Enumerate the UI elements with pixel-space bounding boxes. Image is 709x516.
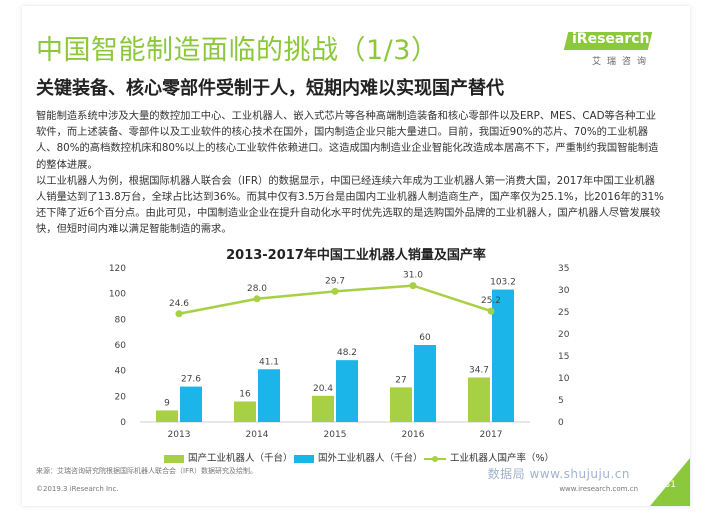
y-left-tick-label: 120 xyxy=(109,264,126,274)
bar-label-domestic: 34.7 xyxy=(469,365,489,375)
x-tick-label: 2016 xyxy=(402,430,425,440)
bar-label-domestic: 16 xyxy=(239,389,251,399)
rate-point xyxy=(487,307,495,315)
legend-label-domestic: 国产工业机器人（千台） xyxy=(188,453,293,464)
rate-label: 25.2 xyxy=(481,296,501,306)
legend-swatch-foreign xyxy=(294,454,314,463)
corner-decoration xyxy=(650,458,690,506)
bar-domestic xyxy=(312,395,334,422)
x-tick-label: 2013 xyxy=(168,430,191,440)
bar-foreign xyxy=(180,386,202,422)
bar-label-foreign: 48.2 xyxy=(337,348,357,358)
logo-subtext: 艾瑞咨询 xyxy=(592,57,653,67)
rate-label: 31.0 xyxy=(403,271,423,281)
rate-point xyxy=(331,287,339,295)
logo-text: iResearch xyxy=(572,31,650,47)
y-right-tick-label: 10 xyxy=(558,374,570,384)
legend-label-foreign: 国外工业机器人（千台） xyxy=(318,453,423,464)
y-left-tick-label: 0 xyxy=(120,418,126,428)
x-tick-label: 2015 xyxy=(324,430,347,440)
chart-title: 2013-2017年中国工业机器人销量及国产率 xyxy=(226,248,486,263)
rate-point xyxy=(253,295,261,303)
page-number: 31 xyxy=(664,480,676,490)
y-left-tick-label: 80 xyxy=(115,315,127,325)
y-right-tick-label: 35 xyxy=(558,264,569,274)
bar-foreign xyxy=(258,369,280,422)
page-title: 中国智能制造面临的挑战（1/3） xyxy=(36,35,439,66)
watermark: 数据局 www.shujuju.cn xyxy=(487,467,630,481)
slide: 中国智能制造面临的挑战（1/3） iResearch 艾瑞咨询 关键装备、核心零… xyxy=(22,6,690,506)
bar-domestic xyxy=(468,377,490,422)
rate-label: 28.0 xyxy=(247,284,267,294)
robot-sales-chart: 0 20 40 60 80 100 120 0 5 10 15 20 25 30 35 2013 9 27.6 20… xyxy=(109,264,570,440)
bar-label-domestic: 9 xyxy=(164,398,170,408)
bar-domestic xyxy=(390,387,412,422)
bar-domestic xyxy=(156,410,178,422)
bar-domestic xyxy=(234,401,256,422)
y-left-tick-label: 20 xyxy=(115,392,127,402)
bar-label-foreign: 103.2 xyxy=(490,278,516,288)
legend-swatch-domestic xyxy=(164,454,184,463)
y-right-tick-label: 15 xyxy=(558,352,569,362)
page-subtitle: 关键装备、核心零部件受制于人，短期内难以实现国产替代 xyxy=(36,78,504,99)
y-right-tick-label: 0 xyxy=(558,418,564,428)
rate-point xyxy=(409,282,417,290)
x-tick-label: 2017 xyxy=(480,430,503,440)
legend-item-foreign: 国外工业机器人（千台） xyxy=(294,450,423,464)
y-right-tick-label: 30 xyxy=(558,286,570,296)
y-left-tick-label: 60 xyxy=(115,341,127,351)
bar-label-domestic: 20.4 xyxy=(313,384,333,394)
body-paragraph-2: 以工业机器人为例，根据国际机器人联合会（IFR）的数据显示，中国已经连续六年成为… xyxy=(36,174,664,236)
rate-label: 24.6 xyxy=(169,299,189,309)
bar-label-domestic: 27 xyxy=(395,375,406,385)
rate-label: 29.7 xyxy=(325,276,345,286)
iresearch-logo: iResearch 艾瑞咨询 xyxy=(563,28,654,67)
bar-label-foreign: 41.1 xyxy=(259,357,279,367)
legend-swatch-rate xyxy=(424,455,446,463)
bar-foreign xyxy=(492,289,514,422)
copyright: ©2019.3 iResearch Inc. xyxy=(36,485,119,493)
body-paragraph-1: 智能制造系统中涉及大量的数控加工中心、工业机器人、嵌入式芯片等各种高端制造装备和… xyxy=(36,110,659,171)
y-right-tick-label: 5 xyxy=(558,396,564,406)
legend-label-rate: 工业机器人国产率（%） xyxy=(450,453,555,464)
y-left-tick-label: 40 xyxy=(115,367,127,377)
website: www.iresearch.com.cn xyxy=(559,485,638,493)
body-text: 智能制造系统中涉及大量的数控加工中心、工业机器人、嵌入式芯片等各种高端制造装备和… xyxy=(36,108,664,238)
bar-label-foreign: 27.6 xyxy=(181,375,201,385)
x-tick-label: 2014 xyxy=(246,430,269,440)
rate-point xyxy=(175,310,183,318)
bar-foreign xyxy=(336,360,358,422)
legend-item-rate: 工业机器人国产率（%） xyxy=(424,450,554,464)
bar-label-foreign: 60 xyxy=(419,333,431,343)
bar-foreign xyxy=(414,345,436,422)
y-right-tick-label: 20 xyxy=(558,330,570,340)
legend-item-domestic: 国产工业机器人（千台） xyxy=(164,450,293,464)
source-note: 来源：艾瑞咨询研究院根据国际机器人联合会（IFR）数据研究及绘制。 xyxy=(36,467,257,475)
y-right-tick-label: 25 xyxy=(558,308,569,318)
y-left-tick-label: 100 xyxy=(109,290,126,300)
